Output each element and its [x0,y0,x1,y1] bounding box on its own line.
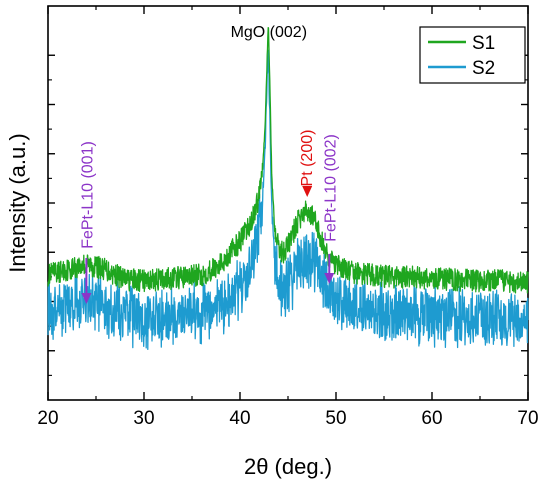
y-axis-label: Intensity (a.u.) [5,133,30,272]
arrow-fept-002-head [324,273,335,284]
x-tick-label: 40 [229,408,250,429]
x-tick-label: 60 [421,408,442,429]
annotation-fept-001: FePt-L10 (001) [79,141,96,249]
x-tick-label: 30 [133,408,154,429]
arrow-fept-001-head [81,293,92,304]
annotation-layer: MgO (002) Pt (200) FePt-L10 (001) FePt-L10 … [79,24,339,304]
legend: S1 S2 [419,26,526,84]
x-tick-label: 50 [325,408,346,429]
annotation-fept-002: FePt-L10 (002) [322,134,339,242]
series-s2-line [47,49,529,351]
legend-label-s2: S2 [472,58,495,79]
annotation-pt-200: Pt (200) [299,130,316,187]
series-s1-line [47,26,529,294]
legend-label-s1: S1 [472,33,495,54]
ticks-layer: 20 30 40 50 60 70 [37,6,539,429]
arrow-pt-200-head [302,186,313,197]
x-tick-label: 70 [517,408,538,429]
annotation-mgo-002: MgO (002) [231,24,307,41]
x-tick-label: 20 [37,408,58,429]
series-layer [47,26,529,351]
x-axis-label: 2θ (deg.) [244,454,332,479]
legend-box [419,26,526,84]
